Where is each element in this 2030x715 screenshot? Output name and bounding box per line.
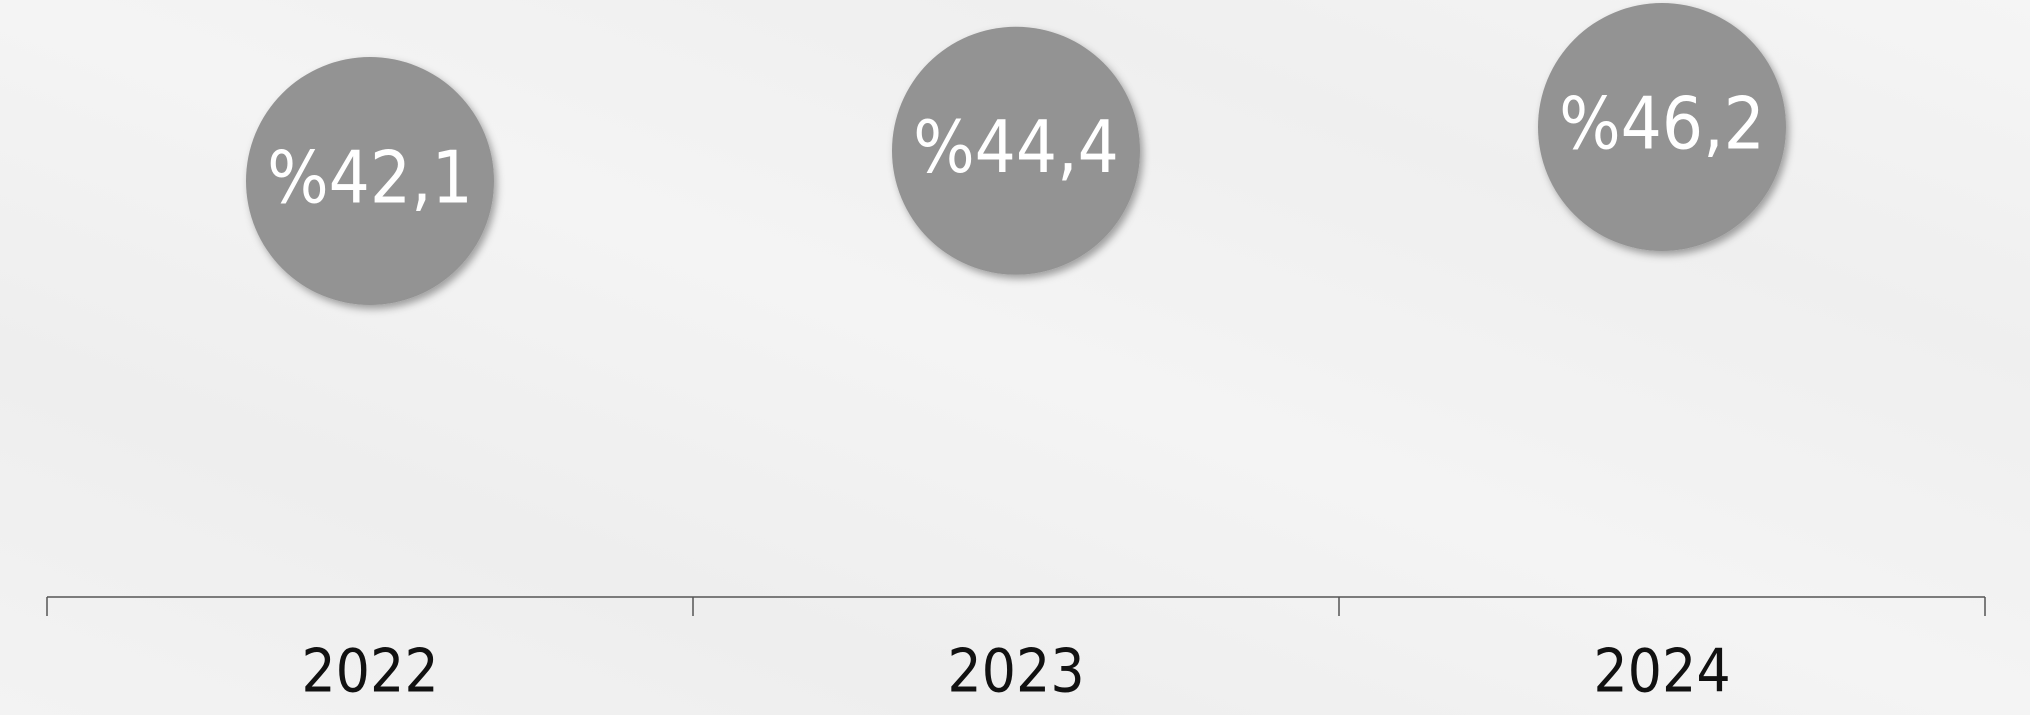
x-tick-label: 2022 — [301, 637, 438, 707]
value-label: %44,4 — [913, 105, 1119, 189]
bubble — [1538, 3, 1786, 251]
value-label: %42,1 — [267, 136, 473, 220]
bubble — [246, 57, 494, 305]
x-tick-label: 2024 — [1593, 637, 1730, 707]
x-tick-label: 2023 — [947, 637, 1084, 707]
bubble — [892, 26, 1140, 275]
value-label: %46,2 — [1559, 82, 1765, 166]
plot: %42,1 2022 %44,4 2023 %46,2 2024 — [46, 3, 1986, 707]
